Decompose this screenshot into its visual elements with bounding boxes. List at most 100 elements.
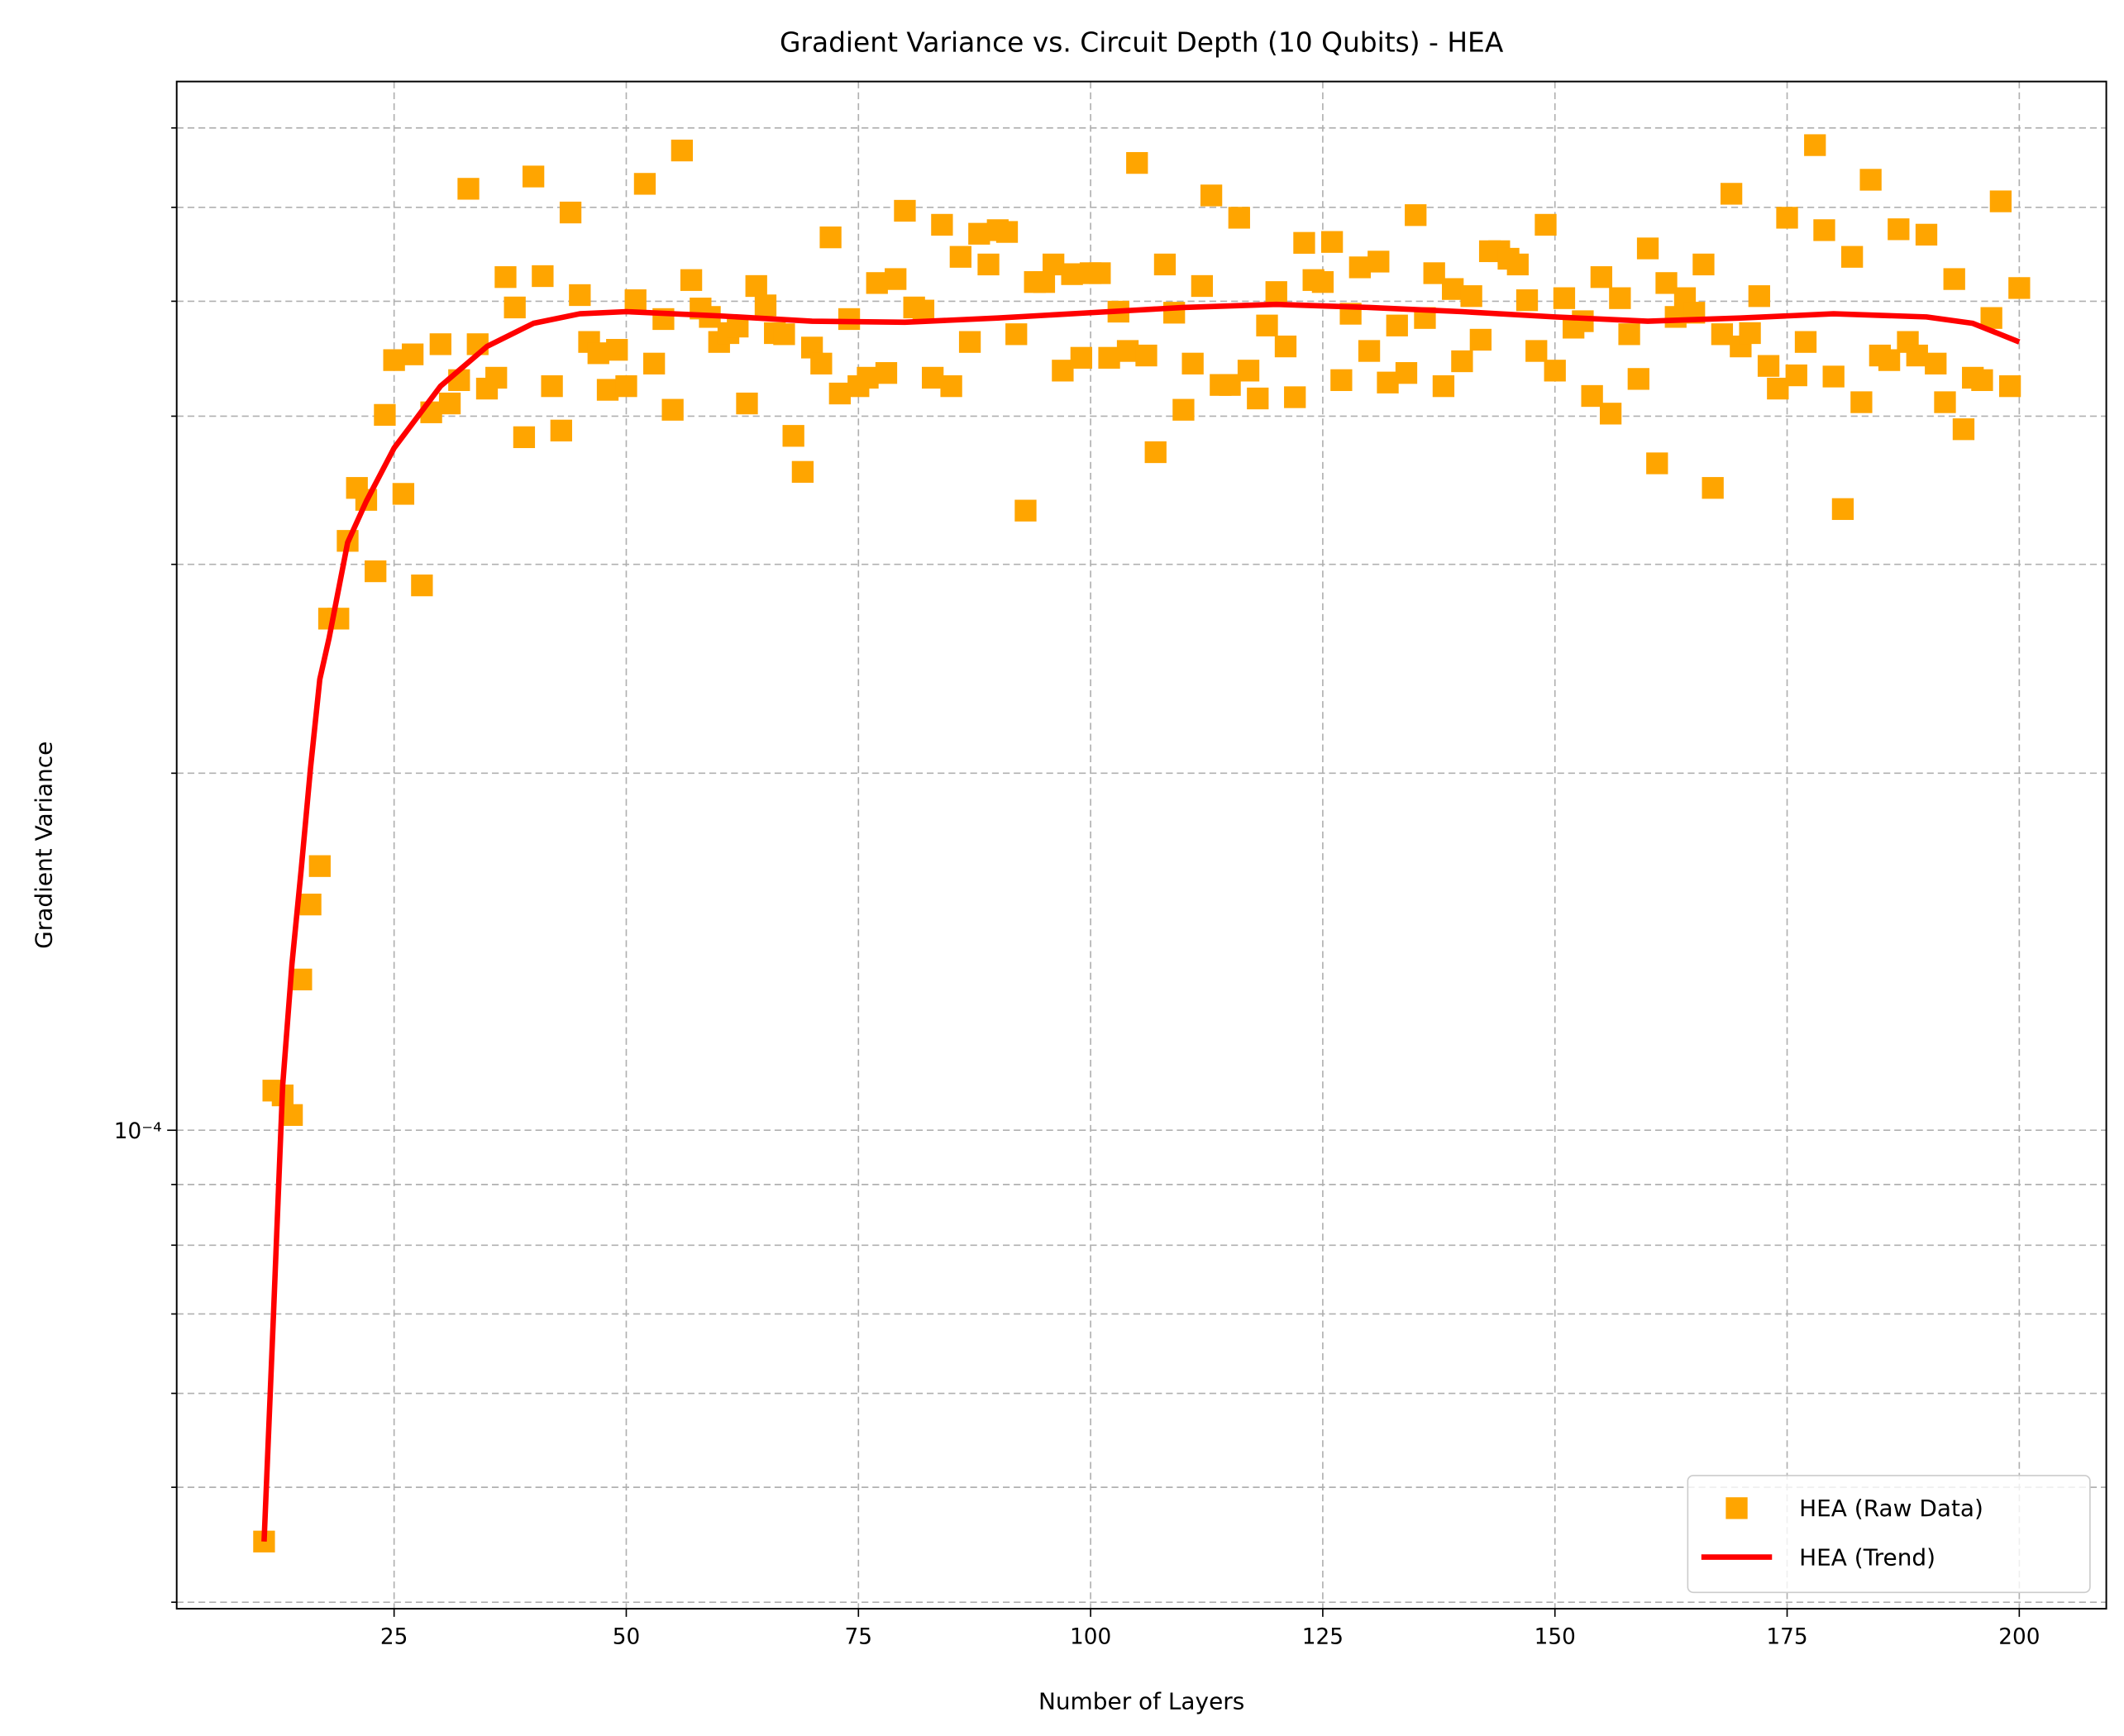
data-point <box>745 274 767 298</box>
data-point <box>1804 134 1826 156</box>
data-point <box>1442 278 1464 300</box>
data-point <box>1181 352 1204 374</box>
data-point <box>1720 183 1743 205</box>
data-point <box>1265 281 1287 303</box>
data-point <box>773 323 795 346</box>
data-point <box>671 139 694 162</box>
data-point <box>1005 323 1028 346</box>
data-point <box>1599 403 1622 425</box>
data-point <box>1395 362 1418 384</box>
data-point <box>1535 213 1557 236</box>
chart-title: Gradient Variance vs. Circuit Depth (10 … <box>780 26 1504 58</box>
data-point <box>940 374 962 398</box>
data-point <box>1377 371 1399 393</box>
data-point <box>1274 335 1297 358</box>
data-point <box>2008 277 2031 299</box>
data-point <box>1544 360 1566 382</box>
legend: HEA (Raw Data) HEA (Trend) <box>1687 1475 2091 1594</box>
data-point <box>1423 262 1445 284</box>
data-point <box>383 349 405 371</box>
data-point <box>1469 328 1492 351</box>
data-point <box>1515 289 1539 312</box>
data-point <box>1776 207 1798 229</box>
data-point <box>624 289 647 312</box>
x-tick-label: 175 <box>1766 1625 1807 1650</box>
data-point <box>1748 285 1770 308</box>
data-point <box>1061 263 1083 285</box>
data-point <box>1116 340 1139 362</box>
data-point <box>1144 441 1167 464</box>
data-point <box>569 284 591 307</box>
data-point <box>736 392 758 415</box>
data-point <box>299 894 322 916</box>
data-point <box>968 222 990 245</box>
data-point <box>1609 287 1631 309</box>
data-point <box>633 173 656 195</box>
data-point <box>587 342 609 365</box>
data-point <box>1739 322 1761 345</box>
x-tick-label: 75 <box>845 1625 872 1650</box>
data-point <box>1952 418 1975 441</box>
x-tick-label: 25 <box>380 1625 408 1650</box>
data-point <box>1237 360 1260 382</box>
data-point <box>1934 391 1956 413</box>
data-point <box>828 382 851 405</box>
data-point <box>1228 207 1250 229</box>
data-point <box>1785 364 1807 387</box>
data-point <box>1320 231 1344 253</box>
data-point <box>392 483 415 505</box>
data-point <box>1627 368 1649 390</box>
data-point <box>550 419 572 441</box>
data-point <box>1692 253 1715 276</box>
data-point <box>1702 477 1724 499</box>
data-point <box>1925 352 1947 374</box>
data-point <box>1525 340 1548 362</box>
data-point <box>401 343 424 365</box>
data-point <box>866 272 888 294</box>
x-axis-label: Number of Layers <box>1038 1688 1244 1715</box>
data-point <box>1367 250 1390 273</box>
x-tick-label: 125 <box>1302 1625 1344 1650</box>
data-point <box>1878 349 1901 371</box>
data-point <box>541 374 563 398</box>
data-point <box>1655 272 1678 294</box>
trend-line <box>261 301 2021 1542</box>
y-tick-label: 10⁻⁴ <box>114 1119 162 1144</box>
data-point <box>754 294 777 317</box>
data-point <box>977 253 1000 276</box>
data-point <box>1971 369 1993 391</box>
data-point <box>1432 374 1455 398</box>
data-point <box>819 227 842 249</box>
legend-marker <box>1725 1497 1748 1519</box>
data-point <box>1247 387 1269 410</box>
data-point <box>1135 344 1157 367</box>
data-point <box>606 339 628 361</box>
data-point <box>995 221 1019 243</box>
data-point <box>1636 237 1659 260</box>
data-point <box>1256 314 1278 336</box>
data-point <box>1293 231 1315 254</box>
data-point <box>1506 253 1529 276</box>
data-point <box>885 268 907 290</box>
data-point <box>1915 223 1938 246</box>
x-tick-label: 150 <box>1535 1625 1576 1650</box>
data-point <box>1126 151 1148 174</box>
data-point <box>1043 253 1065 276</box>
data-point <box>1618 323 1640 346</box>
legend-label: HEA (Raw Data) <box>1799 1495 1983 1522</box>
data-point <box>1850 391 1873 413</box>
data-point <box>280 1104 303 1126</box>
data-point <box>894 199 916 222</box>
data-point <box>1831 498 1854 520</box>
data-point <box>1405 204 1427 227</box>
data-point <box>958 331 981 353</box>
data-point <box>504 296 526 319</box>
data-point <box>1822 365 1845 388</box>
data-point <box>875 362 898 384</box>
data-point <box>1664 306 1687 328</box>
data-point <box>308 855 331 877</box>
data-point <box>643 352 666 374</box>
data-point <box>559 201 582 224</box>
data-point <box>513 426 536 449</box>
